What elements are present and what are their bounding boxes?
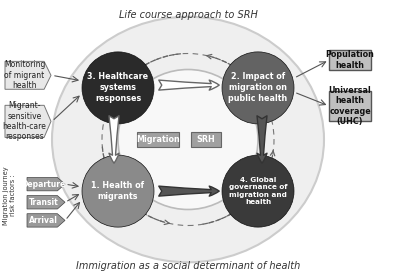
Ellipse shape [222,52,294,124]
Polygon shape [27,196,65,209]
Text: Transit: Transit [29,198,58,207]
Text: 4. Global
governance of
migration and
health: 4. Global governance of migration and he… [229,177,287,205]
Ellipse shape [82,52,154,124]
Polygon shape [27,177,65,191]
Text: 3. Healthcare
systems
responses: 3. Healthcare systems responses [88,72,148,104]
Text: Population
health: Population health [326,50,374,70]
Text: Migrant-
sensitive
health-care
responses: Migrant- sensitive health-care responses [3,101,46,141]
Ellipse shape [118,69,258,210]
Polygon shape [5,105,51,138]
FancyBboxPatch shape [329,92,371,121]
Ellipse shape [52,17,324,262]
FancyBboxPatch shape [191,132,221,147]
Text: Monitoring
of migrant
health: Monitoring of migrant health [4,61,45,90]
Text: 2. Impact of
migration on
public health: 2. Impact of migration on public health [228,72,288,104]
Text: Migration: Migration [136,135,180,144]
Polygon shape [27,214,65,227]
Text: Universal
health
coverage
(UHC): Universal health coverage (UHC) [329,86,371,126]
Text: Migration journey
risk factors :: Migration journey risk factors : [3,166,16,225]
FancyBboxPatch shape [137,132,179,147]
Polygon shape [5,61,51,89]
Text: Immigration as a social determinant of health: Immigration as a social determinant of h… [76,261,300,271]
Text: 1. Health of
migrants: 1. Health of migrants [92,181,144,201]
Text: Life course approach to SRH: Life course approach to SRH [118,10,258,20]
FancyBboxPatch shape [329,50,371,70]
Text: Departure: Departure [22,180,66,189]
Text: SRH: SRH [197,135,215,144]
Ellipse shape [82,155,154,227]
Ellipse shape [222,155,294,227]
Text: Arrival: Arrival [29,216,58,225]
